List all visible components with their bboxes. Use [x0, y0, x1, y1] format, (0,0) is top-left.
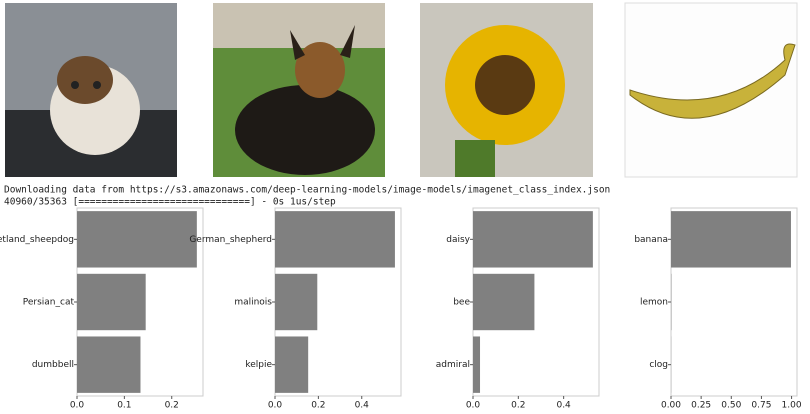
- image-kitten: [5, 3, 177, 177]
- y-tick-label: daisy: [446, 235, 470, 245]
- y-tick-label: lemon: [640, 298, 668, 308]
- y-tick-label: malinois: [234, 298, 272, 308]
- image-banana: [624, 2, 798, 178]
- x-tick-label: 0.75: [751, 401, 771, 411]
- x-tick-label: 0.2: [165, 401, 179, 411]
- bar: [473, 273, 535, 331]
- x-tick-label: 0.1: [117, 401, 131, 411]
- x-tick-label: 1.00: [782, 401, 802, 411]
- bar: [275, 336, 309, 393]
- y-tick-label: admiral: [436, 360, 470, 370]
- x-tick-label: 0.00: [661, 401, 681, 411]
- x-tick-label: 0.4: [355, 401, 370, 411]
- y-tick-label: banana: [634, 235, 668, 245]
- y-tick-label: Shetland_sheepdog: [0, 235, 74, 245]
- x-tick-label: 0.0: [70, 401, 85, 411]
- y-tick-label: kelpie: [245, 360, 272, 370]
- bar: [275, 273, 318, 331]
- bar: [671, 211, 791, 268]
- y-tick-label: Persian_cat: [23, 298, 75, 308]
- y-tick-label: German_shepherd: [189, 235, 272, 245]
- x-tick-label: 0.50: [721, 401, 741, 411]
- y-tick-label: dumbbell: [32, 360, 74, 370]
- console-line: 40960/35363 [===========================…: [4, 197, 336, 208]
- bar: [275, 211, 395, 268]
- x-tick-label: 0.25: [691, 401, 711, 411]
- bar: [77, 273, 146, 331]
- x-tick-label: 0.2: [311, 401, 325, 411]
- image-sunflower: [420, 3, 593, 177]
- bar: [77, 336, 141, 393]
- y-tick-label: clog: [649, 360, 668, 370]
- bar: [473, 211, 593, 268]
- bar: [77, 211, 197, 268]
- x-tick-label: 0.0: [466, 401, 481, 411]
- image-dog: [213, 3, 385, 177]
- x-tick-label: 0.2: [511, 401, 525, 411]
- x-tick-label: 0.0: [268, 401, 283, 411]
- x-tick-label: 0.4: [556, 401, 571, 411]
- bar: [473, 336, 481, 393]
- y-tick-label: bee: [453, 298, 470, 308]
- console-line: Downloading data from https://s3.amazona…: [4, 185, 610, 196]
